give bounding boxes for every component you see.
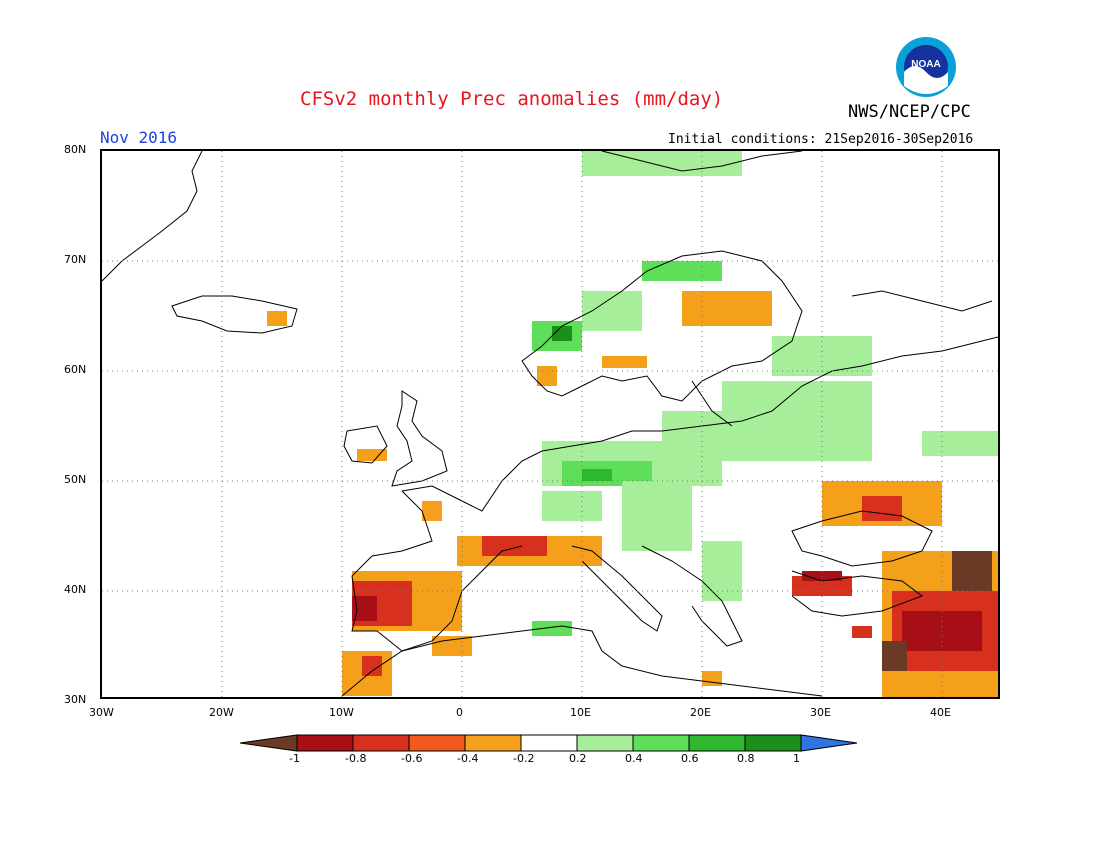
colorbar-swatch-high	[800, 734, 858, 752]
lat-tick-30: 30N	[64, 693, 87, 706]
lon-tick-10e: 10E	[570, 706, 591, 719]
colorbar-label: -1	[289, 752, 300, 765]
anomaly-cells	[267, 151, 998, 697]
colorbar-swatch	[688, 734, 746, 752]
colorbar-swatch	[464, 734, 522, 752]
colorbar-swatch-low	[240, 734, 298, 752]
colorbar-label: -0.2	[513, 752, 535, 765]
colorbar-label: -0.8	[345, 752, 367, 765]
lat-tick-70: 70N	[64, 253, 87, 266]
colorbar-label: 1	[793, 752, 800, 765]
colorbar-label: -0.4	[457, 752, 479, 765]
map-title: CFSv2 monthly Prec anomalies (mm/day)	[300, 88, 724, 110]
colorbar-swatch	[632, 734, 690, 752]
agency-label: NWS/NCEP/CPC	[848, 102, 971, 122]
map-canvas	[102, 151, 998, 697]
lon-tick-40e: 40E	[930, 706, 951, 719]
colorbar-labels: -1 -0.8 -0.6 -0.4 -0.2 0.2 0.4 0.6 0.8 1	[240, 752, 860, 768]
colorbar-label: 0.8	[737, 752, 755, 765]
lon-tick-20w: 20W	[209, 706, 234, 719]
lon-tick-10w: 10W	[329, 706, 354, 719]
lat-tick-50: 50N	[64, 473, 87, 486]
colorbar-label: -0.6	[401, 752, 423, 765]
anomaly-map	[100, 149, 1000, 699]
colorbar-label: 0.2	[569, 752, 587, 765]
colorbar-swatch	[744, 734, 802, 752]
noaa-logo: NOAA	[895, 36, 957, 98]
initial-conditions: Initial conditions: 21Sep2016-30Sep2016	[668, 132, 974, 147]
colorbar-swatches	[240, 734, 858, 752]
colorbar-swatch	[520, 734, 578, 752]
lon-tick-30e: 30E	[810, 706, 831, 719]
noaa-logo-text: NOAA	[911, 59, 940, 70]
colorbar-swatch	[352, 734, 410, 752]
lon-tick-20e: 20E	[690, 706, 711, 719]
colorbar-swatch	[408, 734, 466, 752]
graticule	[102, 151, 998, 697]
colorbar	[240, 733, 860, 753]
colorbar-swatch	[296, 734, 354, 752]
colorbar-label: 0.4	[625, 752, 643, 765]
lat-tick-40: 40N	[64, 583, 87, 596]
lon-tick-30w: 30W	[89, 706, 114, 719]
lat-tick-60: 60N	[64, 363, 87, 376]
lon-tick-0: 0	[456, 706, 463, 719]
forecast-month: Nov 2016	[100, 128, 178, 147]
colorbar-label: 0.6	[681, 752, 699, 765]
lat-tick-80: 80N	[64, 143, 87, 156]
colorbar-swatch	[576, 734, 634, 752]
